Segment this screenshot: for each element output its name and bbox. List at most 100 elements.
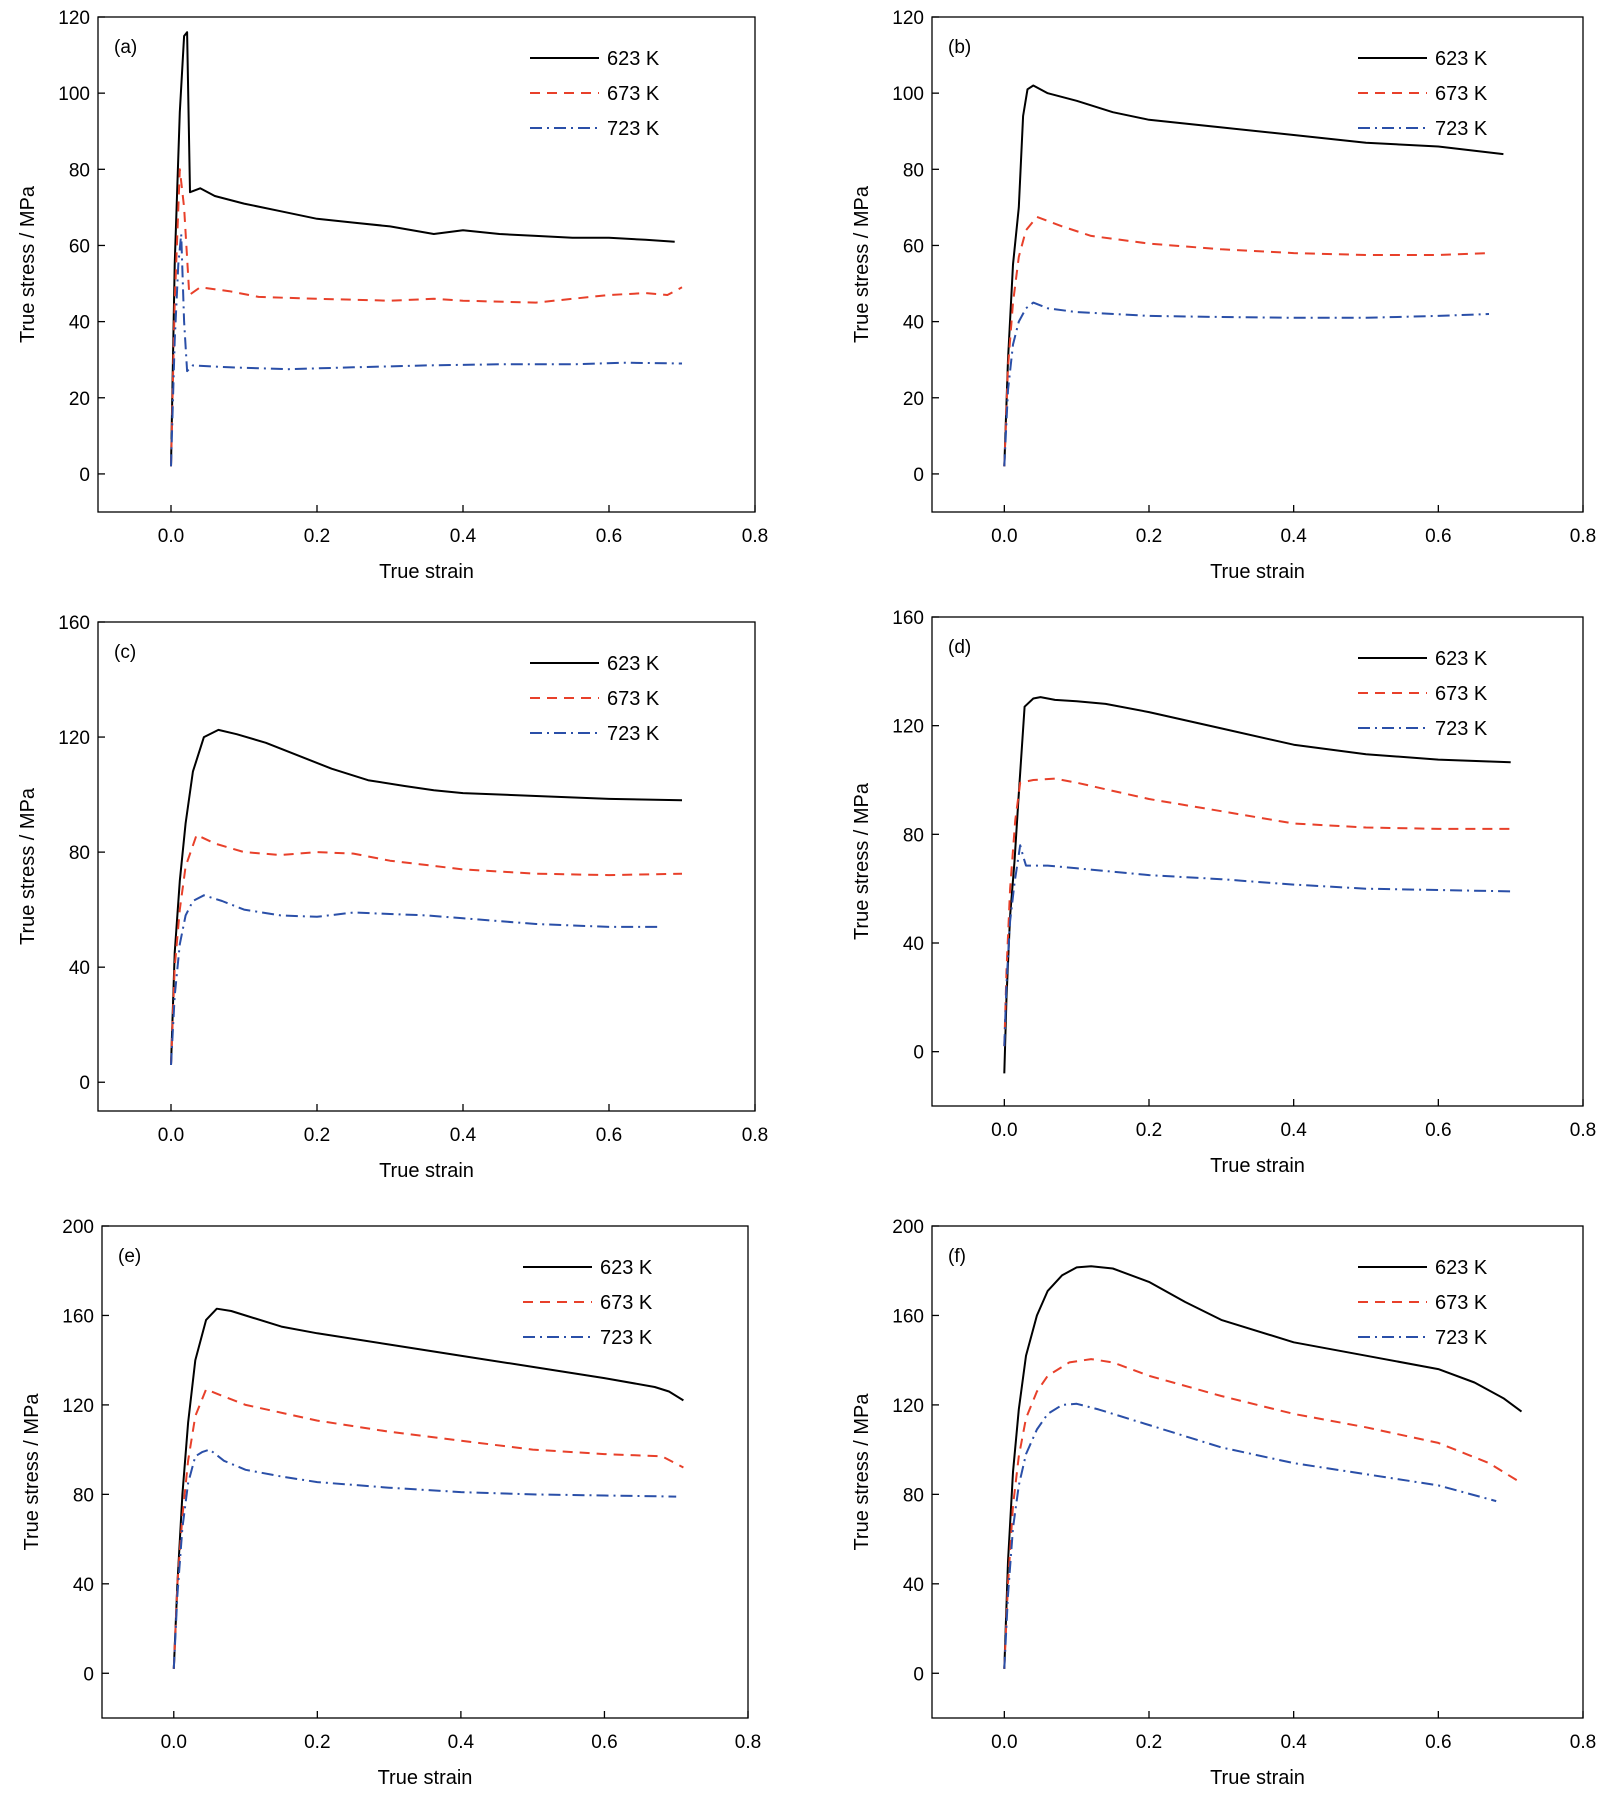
panel-label: (d): [948, 637, 971, 658]
y-tick-label: 160: [62, 1306, 94, 1327]
y-tick-label: 40: [69, 958, 90, 979]
y-tick-label: 60: [69, 236, 90, 257]
y-tick-label: 20: [69, 389, 90, 410]
legend-label-673K: 673 K: [1435, 83, 1488, 105]
y-tick-label: 80: [73, 1485, 94, 1506]
legend-label-723K: 723 K: [1435, 118, 1488, 140]
series-line-723K: [1003, 844, 1511, 1047]
y-tick-label: 80: [903, 160, 924, 181]
x-tick-label: 0.2: [1136, 1732, 1162, 1753]
x-tick-label: 0.2: [1136, 526, 1162, 547]
panel-label: (a): [114, 37, 137, 58]
series-line-623K: [1003, 1265, 1523, 1669]
x-tick-label: 0.2: [304, 1732, 330, 1753]
x-tick-label: 0.0: [991, 1120, 1017, 1141]
x-tick-label: 0.8: [1570, 1732, 1596, 1753]
series-line-723K: [1003, 1402, 1497, 1669]
legend-label-673K: 673 K: [1435, 1292, 1488, 1314]
y-tick-label: 120: [62, 1396, 94, 1417]
legend-label-673K: 673 K: [1435, 683, 1488, 705]
panel-label: (e): [118, 1246, 141, 1267]
y-tick-label: 0: [913, 465, 924, 486]
x-tick-label: 0.0: [158, 526, 184, 547]
y-tick-label: 0: [79, 465, 90, 486]
y-tick-label: 40: [903, 1575, 924, 1596]
x-tick-label: 0.8: [735, 1732, 761, 1753]
y-tick-label: 20: [903, 389, 924, 410]
x-axis-label: True strain: [379, 1160, 474, 1182]
y-tick-label: 80: [69, 160, 90, 181]
y-tick-label: 120: [892, 8, 924, 29]
x-tick-label: 0.8: [1570, 526, 1596, 547]
series-line-623K: [170, 728, 683, 1066]
series-line-723K: [170, 894, 661, 1066]
y-tick-label: 120: [892, 1396, 924, 1417]
plot-frame: [97, 621, 756, 1112]
series-line-673K: [170, 168, 683, 467]
chart-panel: 0.0 0.2 0.4 0.6 0.8 0 20 40 60 80 100 120 True strai…: [17, 8, 768, 583]
x-tick-label: 0.2: [1136, 1120, 1162, 1141]
x-tick-label: 0.6: [596, 526, 622, 547]
x-tick-label: 0.0: [991, 526, 1017, 547]
y-tick-label: 200: [62, 1217, 94, 1238]
legend-label-723K: 723 K: [600, 1327, 653, 1349]
x-tick-label: 0.4: [1280, 1120, 1307, 1141]
series-line-723K: [1003, 301, 1490, 467]
y-tick-label: 100: [58, 84, 90, 105]
y-tick-label: 40: [903, 934, 924, 955]
y-axis-label: True stress / MPa: [21, 1393, 43, 1551]
legend-label-723K: 723 K: [607, 723, 660, 745]
series-line-623K: [170, 31, 675, 467]
y-axis-label: True stress / MPa: [17, 787, 39, 945]
panel-label: (b): [948, 37, 971, 58]
series-line-673K: [172, 1388, 684, 1669]
chart-panel: 0.0 0.2 0.4 0.6 0.8 0 20 40 60 80 100 120 True strai…: [851, 8, 1596, 583]
x-tick-label: 0.4: [450, 526, 477, 547]
chart-panel: 0.0 0.2 0.4 0.6 0.8 0 40 80 120 160 200 True strain…: [21, 1217, 761, 1789]
x-tick-label: 0.0: [161, 1732, 187, 1753]
plot-frame: [97, 16, 756, 513]
legend-label-723K: 723 K: [1435, 718, 1488, 740]
legend-label-623K: 623 K: [600, 1257, 653, 1279]
x-axis-label: True strain: [1210, 561, 1305, 583]
x-tick-label: 0.6: [1425, 1120, 1451, 1141]
y-tick-label: 120: [58, 8, 90, 29]
x-tick-label: 0.6: [1425, 1732, 1451, 1753]
legend-label-623K: 623 K: [1435, 1257, 1488, 1279]
plot-frame: [931, 616, 1584, 1107]
y-tick-label: 120: [58, 728, 90, 749]
x-tick-label: 0.8: [742, 526, 768, 547]
y-tick-label: 0: [913, 1664, 924, 1685]
x-tick-label: 0.4: [450, 1125, 477, 1146]
panel-label: (f): [948, 1246, 966, 1267]
series-line-673K: [1003, 1358, 1519, 1669]
x-axis-label: True strain: [1210, 1155, 1305, 1177]
legend-label-623K: 623 K: [1435, 648, 1488, 670]
y-tick-label: 160: [892, 608, 924, 629]
series-line-623K: [1003, 84, 1504, 467]
x-tick-label: 0.6: [1425, 526, 1451, 547]
y-tick-label: 160: [58, 613, 90, 634]
x-tick-label: 0.4: [448, 1732, 475, 1753]
y-tick-label: 200: [892, 1217, 924, 1238]
series-line-623K: [172, 1307, 684, 1669]
chart-panel: 0.0 0.2 0.4 0.6 0.8 0 40 80 120 160 True strain Tru…: [17, 613, 768, 1182]
y-tick-label: 40: [69, 313, 90, 334]
x-axis-label: True strain: [378, 1767, 473, 1789]
x-axis-label: True strain: [379, 561, 474, 583]
x-axis-label: True strain: [1210, 1767, 1305, 1789]
y-axis-label: True stress / MPa: [851, 185, 873, 343]
panel-label: (c): [114, 642, 136, 663]
legend-label-673K: 673 K: [607, 83, 660, 105]
y-tick-label: 80: [903, 1485, 924, 1506]
chart-panel: 0.0 0.2 0.4 0.6 0.8 0 40 80 120 160 200 True strain…: [851, 1217, 1596, 1789]
y-axis-label: True stress / MPa: [851, 782, 873, 940]
x-tick-label: 0.0: [158, 1125, 184, 1146]
legend-label-623K: 623 K: [607, 48, 660, 70]
y-axis-label: True stress / MPa: [17, 185, 39, 343]
y-tick-label: 60: [903, 236, 924, 257]
legend-label-673K: 673 K: [607, 688, 660, 710]
x-tick-label: 0.4: [1280, 526, 1307, 547]
legend-label-723K: 723 K: [607, 118, 660, 140]
legend-label-723K: 723 K: [1435, 1327, 1488, 1349]
